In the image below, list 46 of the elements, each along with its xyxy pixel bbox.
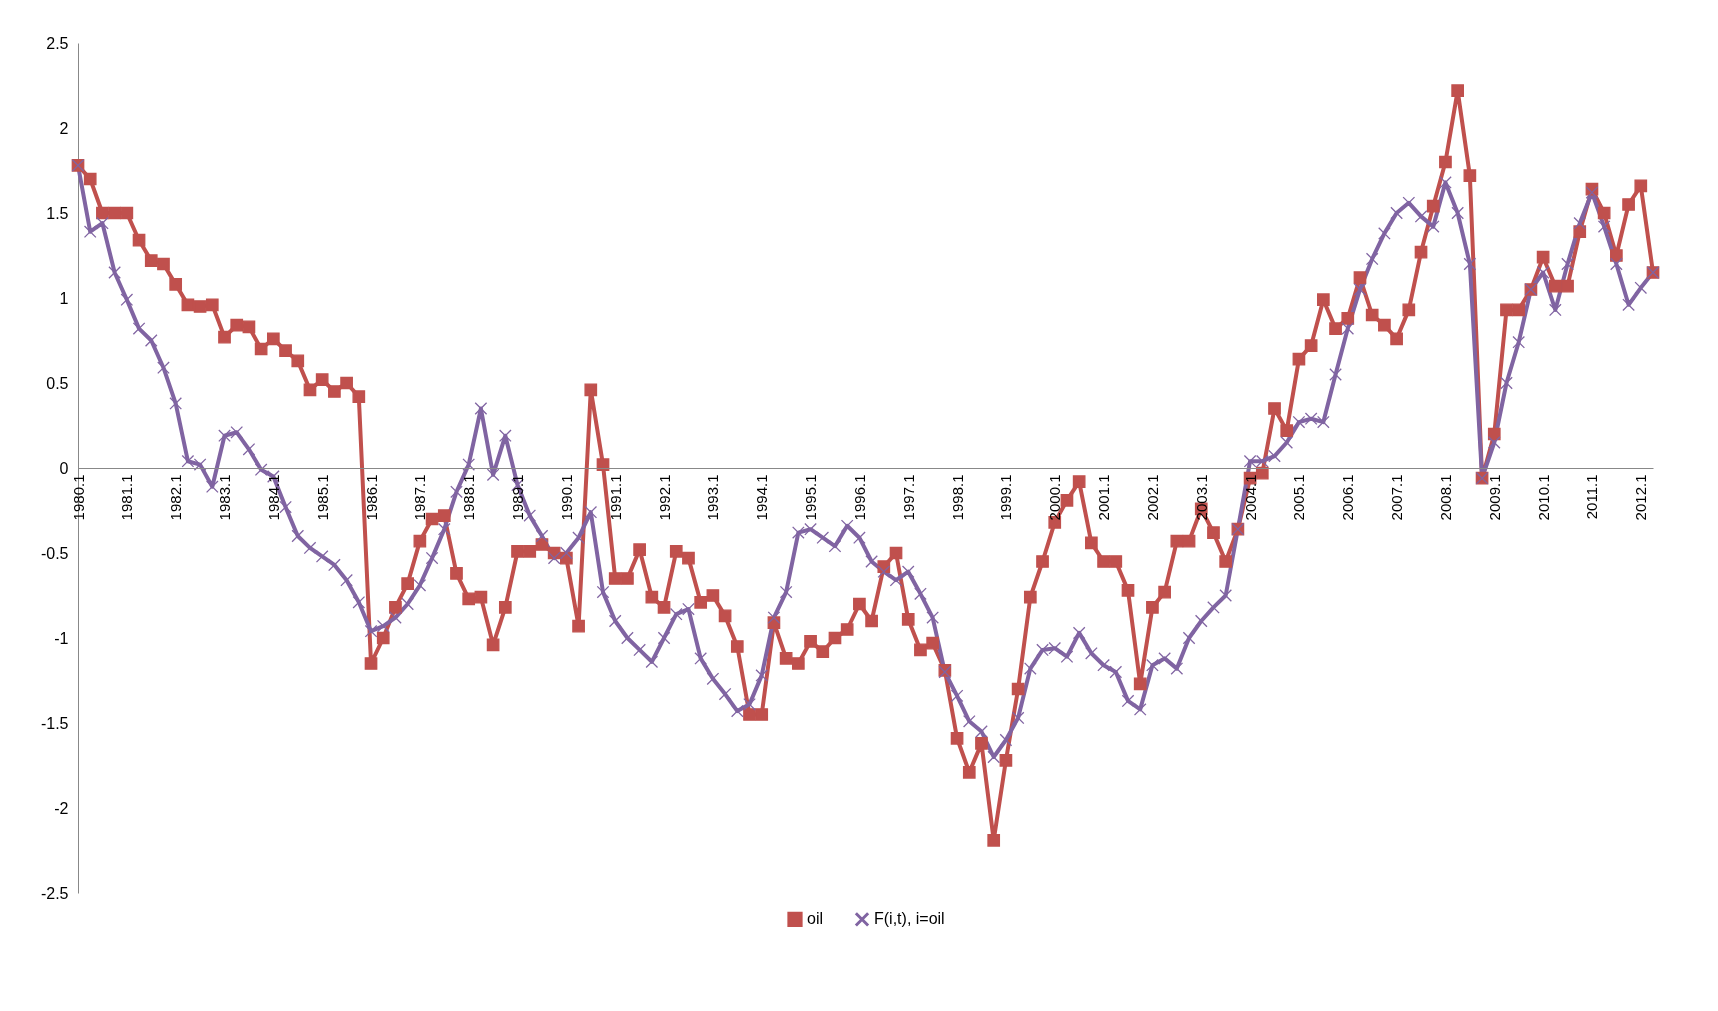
x-tick-label: 2000.1: [1046, 474, 1064, 521]
y-tick-label: 0: [59, 459, 69, 477]
x-tick-label: 1993.1: [704, 474, 722, 521]
y-tick-label: -2.5: [40, 884, 69, 902]
x-tick-label: 2012.1: [1632, 474, 1650, 521]
x-tick-label: 2001.1: [1095, 474, 1113, 521]
x-tick-label: 2007.1: [1388, 474, 1406, 521]
x-tick-label: 1998.1: [948, 474, 966, 521]
x-tick-label: 1996.1: [850, 474, 868, 521]
x-tick-label: 1994.1: [753, 474, 771, 521]
x-tick-label: 2004.1: [1241, 474, 1259, 521]
x-tick-label: 1982.1: [167, 474, 185, 521]
x-tick-label: 1990.1: [557, 474, 575, 521]
x-tick-label: 1986.1: [362, 474, 380, 521]
x-tick-label: 1980.1: [69, 474, 87, 521]
x-tick-label: 1997.1: [899, 474, 917, 521]
y-tick-label: -2: [54, 799, 69, 817]
y-tick-label: 2: [59, 119, 69, 137]
x-tick-label: 1992.1: [655, 474, 673, 521]
y-tick-label: 1: [59, 289, 69, 307]
y-tick-label: 0.5: [46, 374, 69, 392]
x-tick-label: 2003.1: [1192, 474, 1210, 521]
x-tick-label: 2009.1: [1485, 474, 1503, 521]
x-tick-label: 1987.1: [411, 474, 429, 521]
y-tick-label: 2.5: [46, 34, 69, 52]
x-tick-label: 1985.1: [313, 474, 331, 521]
x-tick-label: 2010.1: [1534, 474, 1552, 521]
x-tick-label: 1984.1: [264, 474, 282, 521]
x-tick-label: 1988.1: [460, 474, 478, 521]
x-tick-label: 1999.1: [997, 474, 1015, 521]
x-tick-label: 2002.1: [1143, 474, 1161, 521]
x-tick-label: 1983.1: [216, 474, 234, 521]
x-tick-label: 1989.1: [509, 474, 527, 521]
y-tick-label: -1.5: [40, 714, 69, 732]
x-tick-label: 1981.1: [118, 474, 136, 521]
x-tick-label: 2005.1: [1290, 474, 1308, 521]
y-tick-label: 1.5: [46, 204, 69, 222]
x-tick-label: 1991.1: [606, 474, 624, 521]
x-tick-label: 2008.1: [1436, 474, 1454, 521]
legend-label: oil: [807, 910, 824, 928]
x-tick-label: 1995.1: [802, 474, 820, 521]
x-tick-label: 2011.1: [1583, 474, 1601, 520]
x-tick-label: 2006.1: [1339, 474, 1357, 521]
y-tick-label: -0.5: [40, 544, 69, 562]
legend-label: F(i,t), i=oil: [874, 910, 945, 928]
y-tick-label: -1: [54, 629, 69, 647]
